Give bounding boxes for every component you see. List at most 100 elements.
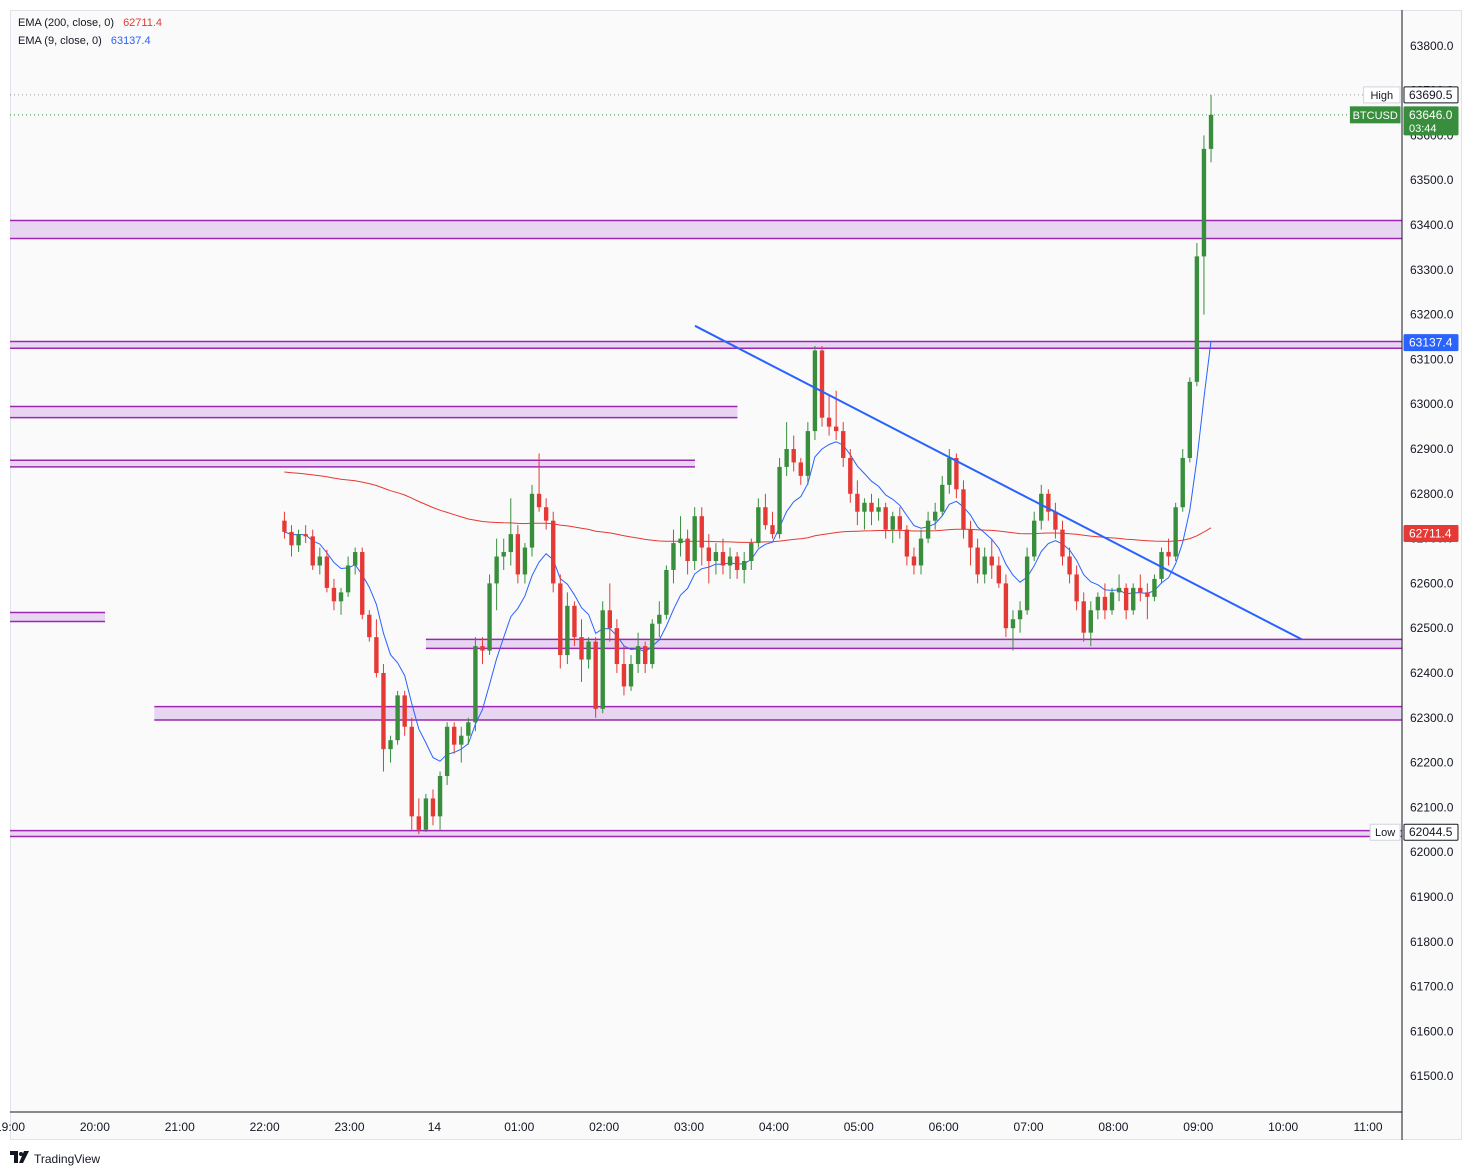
candle-body-31	[501, 552, 506, 557]
candle-body-68	[763, 507, 768, 526]
tradingview-brand-name: TradingView	[34, 1151, 101, 1166]
candle-body-76	[819, 350, 825, 418]
x-tick-label-4: 23:00	[334, 1120, 364, 1134]
candle-body-130	[1201, 148, 1207, 257]
ema9-line	[284, 340, 1212, 762]
tradingview-logo-icon	[10, 1151, 30, 1166]
x-tick-label-10: 05:00	[844, 1120, 874, 1134]
legend-ema200[interactable]: EMA (200, close, 0) 62711.4	[18, 17, 162, 29]
candle-body-123	[1152, 578, 1157, 597]
candle-body-55	[671, 543, 676, 570]
candle-body-53	[657, 614, 662, 624]
x-tick-label-9: 04:00	[759, 1120, 789, 1134]
y-tick-label-17: 63200.0	[1410, 308, 1454, 322]
y-tick-label-20: 63500.0	[1410, 173, 1454, 187]
candle-body-83	[869, 502, 874, 512]
candle-body-112	[1074, 574, 1079, 602]
candle-body-10	[352, 552, 358, 566]
y-tick-label-19: 63400.0	[1410, 218, 1454, 232]
price-label-box-1	[1403, 106, 1459, 136]
candle-body-67	[756, 507, 761, 544]
price-label-box-4	[1403, 823, 1459, 841]
candle-body-18	[409, 726, 414, 817]
y-tick-label-14: 62900.0	[1410, 442, 1454, 456]
candle-body-93	[940, 484, 945, 512]
candle-body-64	[734, 556, 740, 570]
candle-body-116	[1102, 596, 1108, 611]
y-tick-label-1: 61600.0	[1410, 1024, 1454, 1038]
candle-body-91	[925, 520, 931, 539]
chart-frame[interactable]	[10, 10, 1462, 1140]
candle-body-3	[303, 534, 308, 537]
legend-ema9[interactable]: EMA (9, close, 0) 63137.4	[18, 35, 151, 47]
candle-body-126	[1173, 507, 1178, 557]
y-tick-label-9: 62400.0	[1410, 666, 1454, 680]
candle-body-122	[1145, 592, 1150, 597]
price-tag-label-0: High	[1370, 90, 1393, 102]
candle-body-110	[1060, 529, 1065, 557]
price-tag-box-1	[1349, 106, 1401, 124]
candle-body-60	[706, 547, 712, 561]
x-tick-label-12: 07:00	[1014, 1120, 1044, 1134]
candle-body-13	[374, 637, 379, 673]
candle-body-97	[968, 529, 973, 548]
y-tick-label-16: 63100.0	[1410, 352, 1454, 366]
y-tick-label-23: 63800.0	[1410, 39, 1454, 53]
candle-body-2	[296, 534, 301, 546]
candle-body-92	[932, 511, 938, 521]
zone-fill-1	[10, 341, 1402, 349]
candle-body-42	[579, 637, 584, 660]
legend-ema9-value: 63137.4	[110, 35, 151, 47]
candle-body-34	[522, 547, 528, 575]
x-tick-label-8: 03:00	[674, 1120, 704, 1134]
tradingview-brand[interactable]: TradingView	[10, 1151, 100, 1166]
x-tick-label-16: 11:00	[1353, 1120, 1382, 1134]
x-tick-label-5: 14	[428, 1120, 442, 1134]
candle-body-120	[1131, 587, 1136, 611]
price-tag-label-4: Low	[1375, 827, 1395, 839]
dotted-lines-layer	[10, 94, 1402, 116]
x-tick-label-14: 09:00	[1183, 1120, 1213, 1134]
candle-body-14	[381, 672, 386, 750]
candle-body-90	[918, 538, 924, 566]
price-label-countdown-1: 03:44	[1409, 123, 1437, 135]
candle-body-54	[664, 569, 669, 615]
candle-body-32	[508, 534, 513, 553]
candle-body-104	[1017, 610, 1023, 620]
price-label-box-2	[1403, 334, 1459, 352]
candle-body-41	[572, 605, 577, 638]
candle-body-100	[989, 556, 994, 566]
x-tick-label-3: 22:00	[250, 1120, 280, 1134]
candle-body-106	[1032, 520, 1037, 557]
x-tick-label-0: 19:00	[0, 1120, 25, 1134]
candle-body-6	[324, 556, 330, 588]
zone-fill-2	[10, 406, 738, 418]
candle-body-102	[1003, 583, 1009, 629]
price-tag-label-1: BTCUSD	[1353, 110, 1398, 122]
ema200-line	[284, 471, 1212, 543]
candle-body-66	[749, 543, 754, 561]
candle-body-30	[494, 556, 499, 584]
candle-body-52	[650, 623, 655, 665]
candle-body-85	[883, 507, 888, 530]
candle-body-73	[798, 462, 803, 476]
candle-body-78	[833, 426, 839, 432]
candle-body-28	[480, 646, 485, 651]
candle-body-62	[720, 552, 726, 566]
candle-body-128	[1187, 381, 1192, 458]
candle-body-94	[947, 457, 952, 485]
price-label-value-0: 63690.5	[1409, 88, 1453, 102]
zone-fill-3	[10, 460, 695, 467]
price-labels-layer: 63690.5 High 63646.003:44 BTCUSD 63137.4 6271…	[1349, 86, 1459, 841]
candle-body-119	[1123, 587, 1129, 611]
candle-body-33	[515, 534, 521, 575]
price-label-box-3	[1403, 524, 1459, 542]
y-tick-label-6: 62100.0	[1410, 800, 1454, 814]
candle-body-9	[345, 565, 351, 593]
legend-ema9-label: EMA (9, close, 0)	[18, 35, 102, 47]
candle-body-127	[1180, 457, 1185, 508]
candle-body-95	[954, 457, 959, 490]
candle-body-125	[1166, 552, 1171, 557]
candle-body-121	[1138, 587, 1143, 593]
